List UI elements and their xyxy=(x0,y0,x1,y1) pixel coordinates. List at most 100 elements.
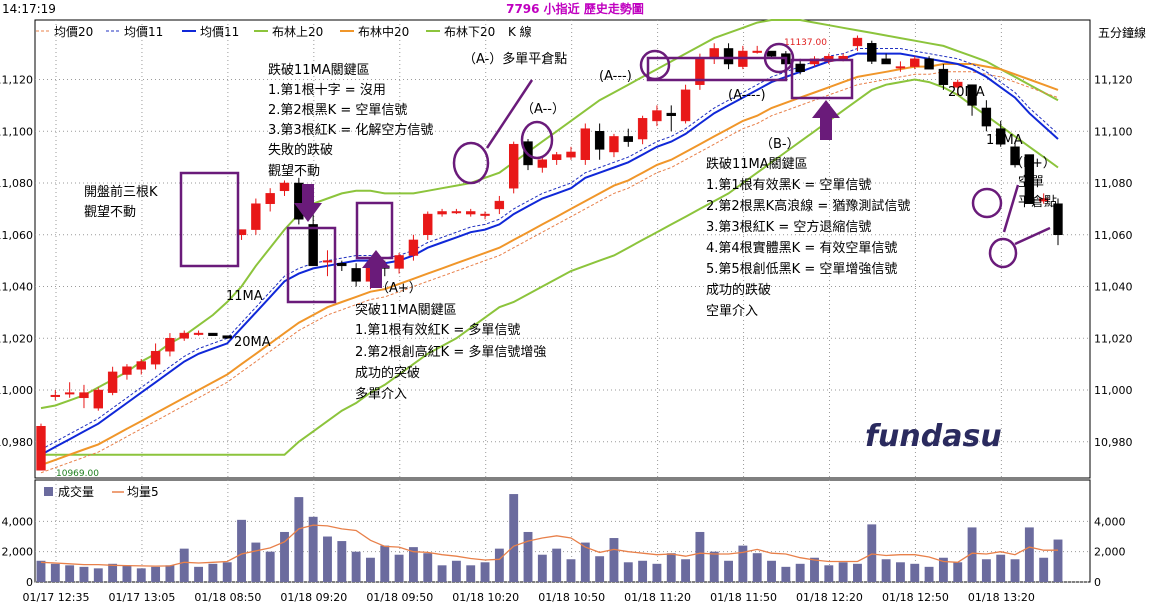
price-tick-right-3: 11,040 xyxy=(1094,281,1133,294)
a-minus-close-label: （A-）多單平倉點 xyxy=(463,51,567,67)
a-minus-2-label: (A---) xyxy=(599,69,632,84)
ma11-line xyxy=(40,52,1059,456)
volume-bar-9 xyxy=(165,565,175,582)
volume-bar-21 xyxy=(337,541,347,582)
candle-body-9 xyxy=(165,338,175,352)
volume-bar-1 xyxy=(50,563,60,582)
candle-body-4 xyxy=(93,389,103,409)
a-minus-4-circle xyxy=(763,42,795,74)
volume-bar-46 xyxy=(695,531,705,582)
candle-body-20 xyxy=(322,260,333,263)
breakdown-top-line-1: 跌破11MA關鍵區 xyxy=(268,62,370,78)
annotation-texts: 開盤前三根K 觀望不動 跌破11MA關鍵區 1.第1根十字 = 沒用 2.第2根… xyxy=(84,51,1057,402)
price-tick-left-2: 11,020 xyxy=(0,332,33,345)
volume-bar-66 xyxy=(981,559,991,582)
candle-body-11 xyxy=(193,332,204,335)
candle-body-17 xyxy=(279,182,290,192)
bollinger-middle-line xyxy=(40,63,1059,467)
price-axis: 10,980 10,980 11,000 11,000 11,020 11,020 11,0… xyxy=(0,74,1133,449)
b-plus-exit-pointer-line xyxy=(1014,226,1051,246)
candle-body-26 xyxy=(408,239,419,256)
price-tick-left-3: 11,040 xyxy=(0,281,33,294)
candle-body-27 xyxy=(423,213,433,236)
volume-bar-22 xyxy=(351,551,361,582)
a-minus-2-circle xyxy=(520,120,554,160)
legend-label-0: 均價20 xyxy=(54,25,93,39)
clock-time: 14:17:19 xyxy=(2,2,56,16)
volume-bar-34 xyxy=(523,531,533,582)
volume-ma-legend-label: 均量5 xyxy=(127,485,159,499)
candle-body-3 xyxy=(79,392,89,399)
volume-bar-52 xyxy=(781,566,791,582)
breakdown-right-line-5: 4.第4根實體黑K = 有效空單信號 xyxy=(706,240,897,256)
ma11-label-left: 11MA xyxy=(226,289,263,304)
annotation-arrows xyxy=(294,100,840,288)
breakdown-top-line-3: 2.第2根黑K = 空單信號 xyxy=(268,103,407,118)
candle-body-22 xyxy=(351,268,361,282)
volume-bar-60 xyxy=(895,562,905,582)
bollinger-upper-line xyxy=(40,19,1059,410)
breakdown-box-left xyxy=(286,226,337,304)
volume-bar-29 xyxy=(451,560,461,582)
volume-bar-10 xyxy=(179,548,189,582)
candle-body-1 xyxy=(50,394,61,397)
legend-label-5: 布林下20 xyxy=(444,25,495,39)
ma11-label-right: 11MA xyxy=(986,133,1023,148)
b-plus-pointer-line xyxy=(1002,184,1020,233)
candle-body-71 xyxy=(1053,203,1063,236)
candle-body-31 xyxy=(480,213,490,216)
volume-bar-26 xyxy=(408,547,418,582)
breakdown-top-line-2: 1.第1根十字 = 沒用 xyxy=(268,83,386,98)
time-tick-5: 01/18 10:20 xyxy=(452,591,519,604)
volume-bar-20 xyxy=(323,536,332,582)
volume-tick-right-2: 4,000 xyxy=(1094,515,1126,528)
candle-body-42 xyxy=(637,118,648,140)
b-plus-close-line-2: 平倉點 xyxy=(1018,195,1057,210)
volume-legend-label: 成交量 xyxy=(58,484,94,499)
candle-body-19 xyxy=(308,224,318,267)
candle-body-65 xyxy=(967,84,977,106)
price-tick-right-6: 11,100 xyxy=(1094,125,1133,138)
volume-bar-18 xyxy=(294,497,304,582)
volume-bar-12 xyxy=(208,563,218,582)
candle-body-50 xyxy=(752,50,762,53)
candle-body-69 xyxy=(1024,154,1035,204)
volume-bar-6 xyxy=(122,565,132,582)
breakout-line-5: 多單介入 xyxy=(355,386,407,402)
candle-body-38 xyxy=(580,128,591,160)
time-axis: 01/17 12:35 01/17 13:05 01/18 08:50 01/18 0… xyxy=(23,591,1035,604)
time-tick-8: 01/18 11:50 xyxy=(710,591,777,604)
watermark: fundasu xyxy=(865,419,1002,454)
timeframe-label: 五分鐘線 xyxy=(1098,25,1146,40)
volume-bar-40 xyxy=(609,538,619,582)
ma20-label-left: 20MA xyxy=(234,335,271,350)
time-tick-1: 01/17 13:05 xyxy=(108,591,175,604)
volume-legend-swatch xyxy=(44,487,53,496)
b-minus-box xyxy=(790,58,854,100)
legend-label-2: 均價11 xyxy=(200,25,239,39)
candle-body-2 xyxy=(64,392,75,395)
b-plus-close-line-1: 空單 xyxy=(1018,175,1044,190)
volume-bar-57 xyxy=(853,563,862,582)
chart-title: 7796 小指近 歷史走勢圖 xyxy=(506,1,644,16)
avg-price-20-line xyxy=(40,71,1059,474)
price-tick-right-5: 11,080 xyxy=(1094,177,1133,190)
candle-body-18 xyxy=(294,182,304,220)
price-tick-right-7: 11,120 xyxy=(1094,74,1133,87)
time-tick-3: 01/18 09:20 xyxy=(280,591,347,604)
volume-bar-63 xyxy=(938,557,948,582)
volume-tick-right-1: 2,000 xyxy=(1094,546,1126,559)
legend-label-3: 布林上20 xyxy=(272,25,323,39)
up-arrow-right xyxy=(812,100,840,140)
volume-bar-62 xyxy=(924,566,934,582)
b-plus-label: （B+） xyxy=(1010,156,1056,171)
candles xyxy=(36,35,1063,471)
volume-bar-23 xyxy=(366,557,375,582)
candle-body-58 xyxy=(867,43,877,62)
volume-bar-54 xyxy=(810,557,819,582)
price-tick-left-4: 11,060 xyxy=(0,229,33,242)
price-tick-left-1: 11,000 xyxy=(0,384,33,397)
volume-bar-35 xyxy=(537,554,547,582)
price-tick-right-1: 11,000 xyxy=(1094,384,1133,397)
